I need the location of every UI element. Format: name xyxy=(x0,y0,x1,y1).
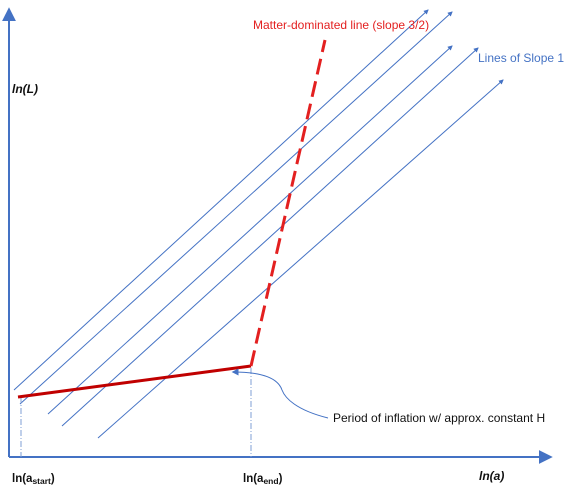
x-axis-label: ln(a) xyxy=(479,469,504,483)
x-tick-a-end: ln(aend) xyxy=(243,473,283,486)
inflation-label: Period of inflation w/ approx. constant … xyxy=(333,411,545,425)
matter-line-label: Matter-dominated line (slope 3/2) xyxy=(253,18,429,32)
slope-one-line xyxy=(97,79,504,439)
inflation-line xyxy=(17,364,252,399)
y-axis-label: ln(L) xyxy=(12,82,38,96)
slope-one-line xyxy=(19,11,453,405)
matter-dominated-line xyxy=(249,39,327,367)
slope-one-label: Lines of Slope 1 xyxy=(478,51,564,65)
inflation-callout-arrow xyxy=(231,368,329,419)
slope-one-line xyxy=(47,45,453,415)
slope-one-line xyxy=(61,47,479,427)
slope-one-line xyxy=(13,9,429,391)
x-tick-a-start: ln(astart) xyxy=(12,473,55,486)
